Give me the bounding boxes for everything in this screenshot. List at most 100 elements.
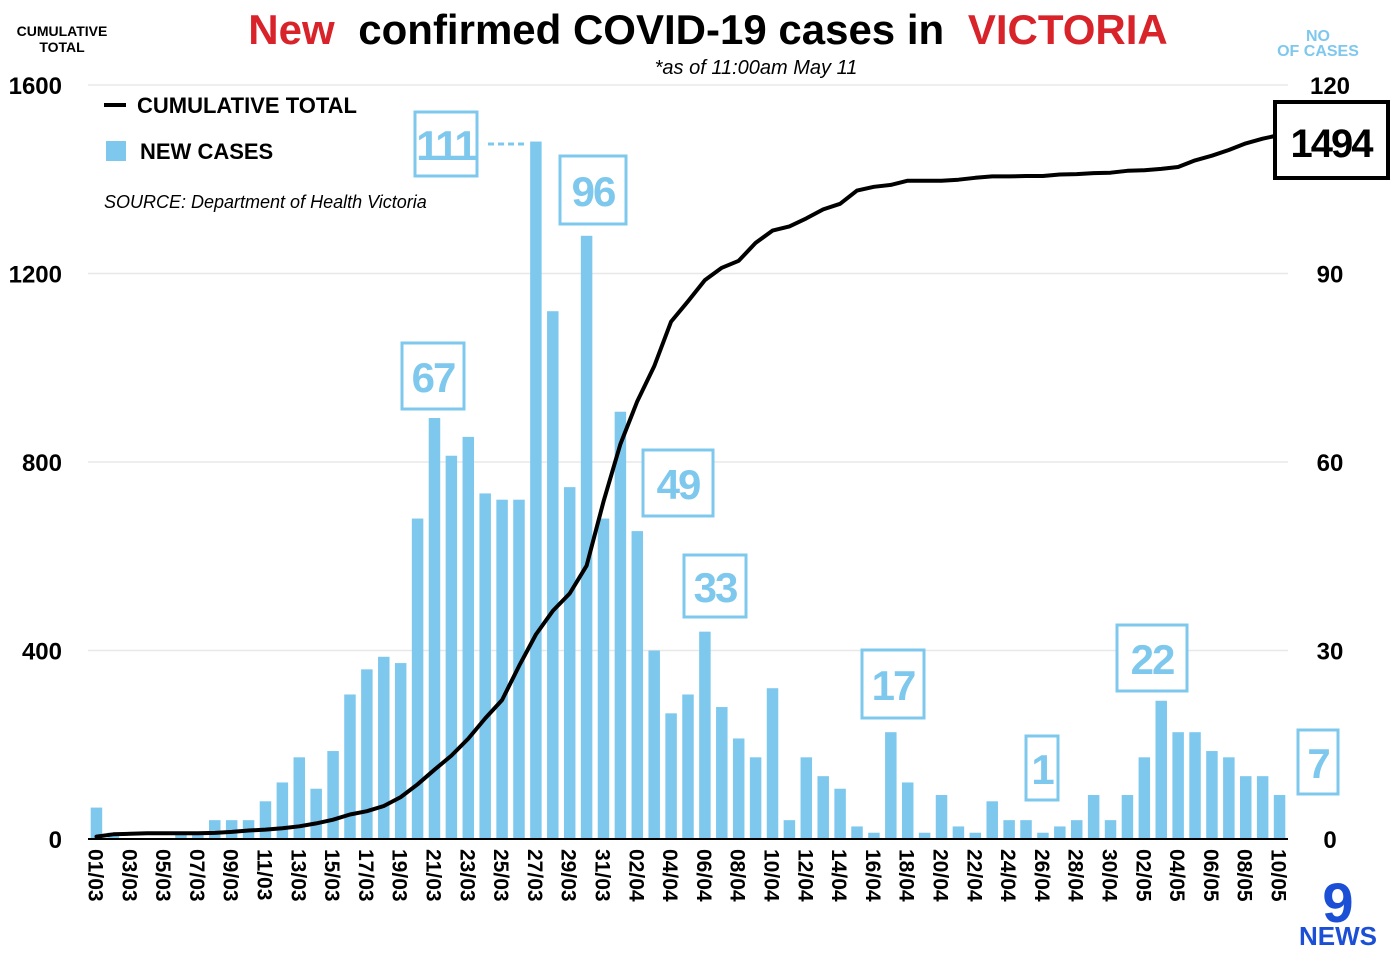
x-tick-label: 08/05 (1233, 849, 1256, 902)
bar (293, 757, 306, 839)
bar (1155, 700, 1167, 839)
callout-label: 96 (572, 168, 615, 215)
bar (969, 832, 982, 839)
bar (631, 531, 644, 839)
left-tick-label: 1600 (9, 73, 62, 100)
left-tick-label: 0 (49, 827, 62, 854)
bar (1223, 757, 1235, 839)
callout-33: 33 (682, 553, 748, 619)
x-tick-label: 05/03 (151, 849, 174, 902)
bar (749, 757, 762, 839)
bar (665, 713, 677, 839)
callout-box (413, 110, 479, 178)
bar (344, 694, 356, 839)
x-tick-label: 29/03 (557, 849, 580, 902)
bar (648, 650, 660, 839)
x-tick-label: 26/04 (1030, 849, 1053, 902)
chart-title: New confirmed COVID-19 cases in VICTORIA (248, 6, 1168, 53)
chart-title-new: New (248, 6, 335, 53)
x-tick-label: 06/04 (692, 849, 715, 902)
bar (834, 788, 846, 839)
bar (716, 707, 728, 839)
callout-49: 49 (641, 448, 715, 518)
x-tick-label: 10/04 (760, 849, 783, 902)
bar (428, 418, 441, 839)
x-tick-label: 04/05 (1165, 849, 1188, 902)
x-tick-label: 10/05 (1267, 849, 1290, 902)
left-axis-title-line1: CUMULATIVE (17, 23, 108, 39)
bar (547, 311, 559, 839)
callout-22: 22 (1115, 623, 1189, 693)
callout-box (860, 648, 926, 720)
x-tick-label: 11/03 (252, 849, 275, 900)
chart-title-victoria: VICTORIA (968, 6, 1168, 53)
bar (682, 694, 694, 839)
callout-label: 7 (1307, 740, 1329, 787)
bar (935, 795, 948, 839)
left-tick-label: 1200 (9, 262, 62, 289)
left-tick-label: 800 (22, 450, 62, 477)
bar (225, 820, 238, 839)
callout-label: 33 (694, 564, 737, 611)
callout-box (641, 448, 715, 518)
callout-111: 111 (413, 110, 479, 178)
bar (530, 141, 542, 840)
logo-number: 9 (1322, 871, 1353, 934)
bar (192, 832, 204, 839)
legend-bar-swatch (106, 141, 126, 161)
callout-label: 22 (1131, 636, 1174, 683)
bar-series-new-cases (90, 141, 1286, 840)
bar (361, 669, 373, 839)
x-tick-label: 03/03 (117, 849, 140, 902)
callout-box (558, 154, 628, 226)
x-tick-label: 14/04 (827, 849, 850, 902)
right-axis-title-line1: NO (1306, 28, 1330, 45)
bar (580, 235, 593, 840)
bar (378, 656, 390, 839)
legend-line-label: CUMULATIVE TOTAL (137, 93, 357, 118)
x-tick-label: 18/04 (895, 849, 918, 902)
bar (783, 820, 796, 839)
callout-label: 1 (1031, 746, 1054, 793)
x-tick-label: 07/03 (185, 849, 208, 902)
bar (1273, 795, 1286, 839)
logo-text: NEWS (1299, 921, 1377, 951)
x-tick-label: 04/04 (658, 849, 681, 902)
x-tick-label: 28/04 (1064, 849, 1087, 902)
bar (1037, 832, 1049, 839)
callout-67: 67 (400, 341, 466, 411)
bar (597, 518, 610, 839)
bar (259, 801, 272, 839)
x-tick-label: 27/03 (523, 849, 546, 902)
end-value-label: 1494 (1291, 122, 1375, 166)
callout-box (1296, 728, 1340, 796)
right-tick-label: 120 (1310, 73, 1350, 100)
bar (1121, 795, 1134, 839)
left-axis-ticks: 0 400 800 1200 1600 (9, 73, 62, 854)
bar (1138, 757, 1151, 839)
callout-label: 67 (412, 354, 455, 401)
bar (766, 688, 779, 839)
callout-1: 1 (1024, 734, 1060, 802)
chart-subtitle: *as of 11:00am May 11 (655, 57, 858, 79)
right-axis-title-line2: OF CASES (1277, 43, 1359, 60)
x-tick-label: 30/04 (1098, 849, 1121, 902)
x-tick-label: 23/03 (455, 849, 478, 902)
bar (1189, 732, 1201, 839)
x-tick-label: 08/04 (726, 849, 749, 902)
bar (952, 826, 965, 839)
callout-label: 17 (872, 662, 915, 709)
callout-box (1115, 623, 1189, 693)
bar (411, 518, 424, 839)
x-tick-label: 02/04 (624, 849, 647, 902)
x-tick-label: 15/03 (320, 849, 343, 902)
bar (90, 807, 103, 839)
bar (868, 832, 880, 839)
callout-box (1024, 734, 1060, 802)
end-value-box: 1494 (1273, 100, 1390, 180)
bar (394, 663, 407, 839)
bar (1172, 732, 1184, 839)
chart-title-middle: confirmed COVID-19 cases in (358, 6, 944, 53)
bar (479, 493, 491, 839)
